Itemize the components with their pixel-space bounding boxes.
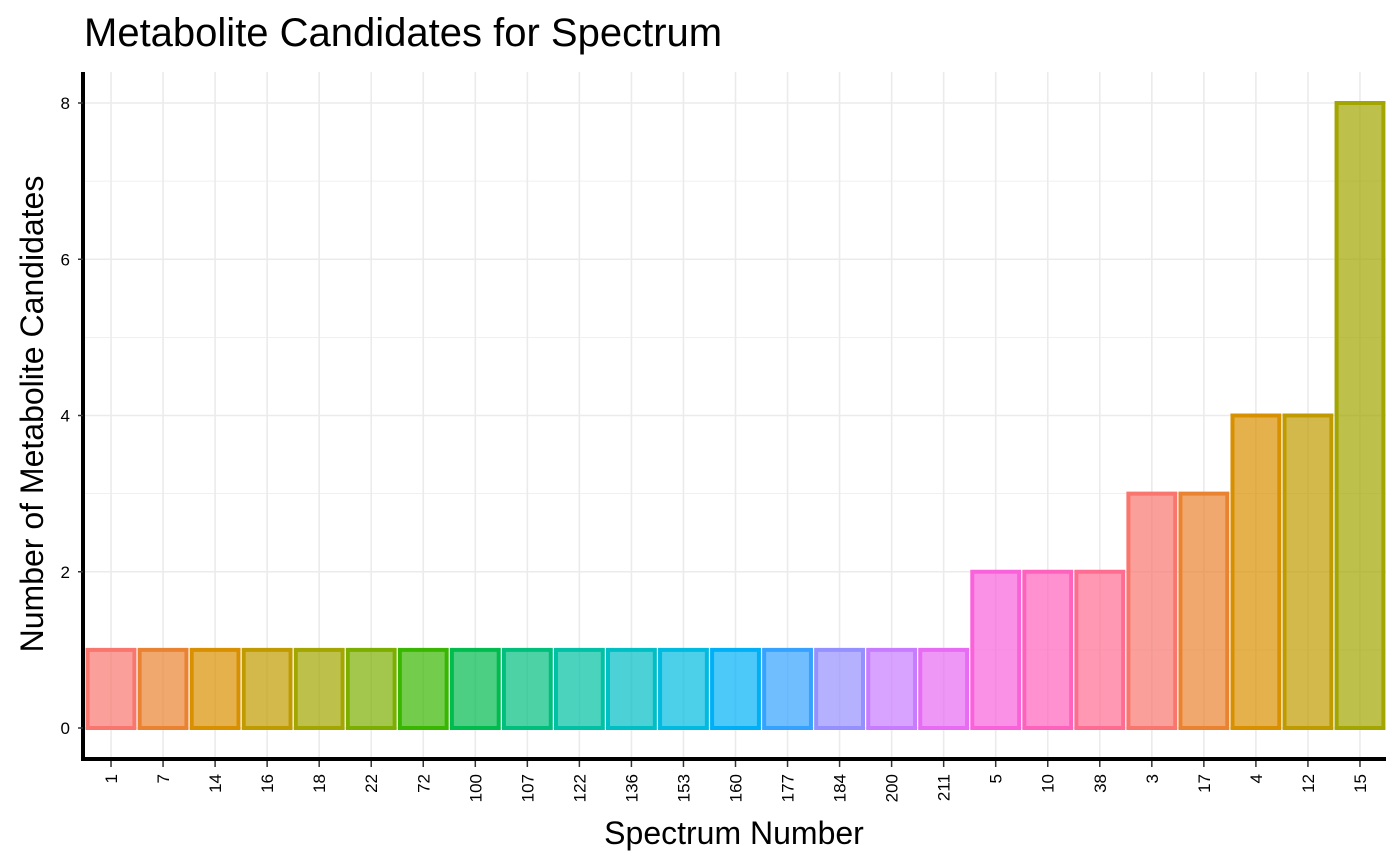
bar [85, 647, 137, 730]
bar [1178, 491, 1230, 730]
bar [501, 647, 553, 730]
x-tick-label: 7 [154, 774, 173, 783]
x-tick-label: 15 [1351, 774, 1370, 793]
x-tick-label: 100 [466, 774, 485, 802]
bar [553, 647, 605, 730]
bar [1334, 101, 1386, 730]
bar [1230, 413, 1282, 730]
bar [241, 647, 293, 730]
x-tick-label: 3 [1143, 774, 1162, 783]
x-tick-label: 5 [987, 774, 1006, 783]
bar [137, 647, 189, 730]
x-tick-label: 38 [1091, 774, 1110, 793]
bar [606, 647, 657, 730]
x-axis-title: Spectrum Number [604, 815, 864, 851]
x-tick-label: 153 [674, 774, 693, 802]
x-tick-label: 200 [883, 774, 902, 802]
x-tick-label: 136 [622, 774, 641, 802]
chart-title: Metabolite Candidates for Spectrum [84, 11, 722, 55]
x-tick-label: 18 [310, 774, 329, 793]
x-tick-label: 1 [102, 774, 121, 783]
y-axis-title: Number of Metabolite Candidates [14, 176, 50, 653]
x-tick-label: 184 [831, 774, 850, 802]
bar [1022, 569, 1074, 730]
x-tick-label: 211 [935, 774, 954, 801]
x-tick-label: 14 [206, 774, 225, 793]
bar [1126, 491, 1178, 730]
bar [397, 647, 449, 730]
x-tick-label: 72 [414, 774, 433, 793]
bar [1282, 413, 1334, 730]
bar [449, 647, 501, 730]
x-tick-label: 107 [518, 774, 537, 802]
x-tick-label: 122 [570, 774, 589, 802]
y-tick-label: 6 [61, 250, 70, 269]
x-tick-label: 22 [362, 774, 381, 793]
bar [189, 647, 241, 730]
bar [814, 647, 865, 730]
y-tick-label: 8 [61, 94, 70, 113]
y-tick-label: 0 [61, 719, 70, 738]
bar [710, 647, 761, 730]
x-tick-label: 12 [1299, 774, 1318, 793]
bar [970, 569, 1022, 730]
bar [866, 647, 918, 730]
y-axis-ticks: 0 2 4 6 8 [61, 94, 83, 738]
x-tick-label: 17 [1195, 774, 1214, 793]
bar [293, 647, 345, 730]
x-tick-label: 16 [258, 774, 277, 793]
bar [762, 647, 813, 730]
bar [918, 647, 970, 730]
x-tick-label: 177 [779, 774, 798, 802]
x-tick-label: 160 [727, 774, 746, 802]
bar [345, 647, 397, 730]
bar [1074, 569, 1126, 730]
bars [85, 101, 1386, 730]
x-tick-label: 10 [1039, 774, 1058, 793]
y-tick-label: 4 [61, 407, 70, 426]
bar [658, 647, 709, 730]
x-tick-label: 4 [1247, 774, 1266, 783]
x-axis-ticks: 1 7 14 16 18 22 72 100 107 122 136 153 160 177 184 200 2… [102, 761, 1370, 802]
y-tick-label: 2 [61, 563, 70, 582]
